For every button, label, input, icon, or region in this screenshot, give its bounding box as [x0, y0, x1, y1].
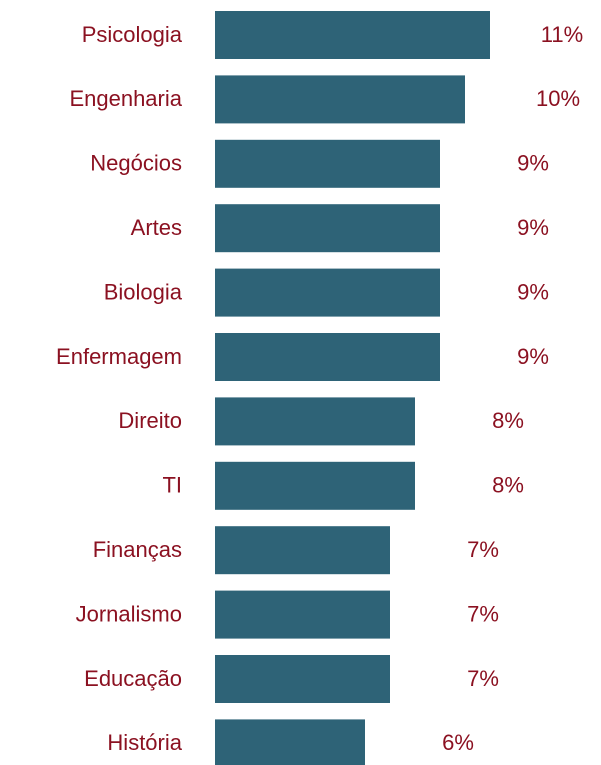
- bar: [215, 719, 365, 765]
- category-label: TI: [162, 473, 182, 498]
- category-label: Finanças: [93, 537, 182, 562]
- value-label: 7%: [467, 601, 499, 626]
- value-label: 7%: [467, 537, 499, 562]
- value-label: 11%: [541, 22, 583, 47]
- bar: [215, 333, 440, 381]
- category-label: Negócios: [90, 151, 182, 176]
- value-label: 6%: [442, 730, 474, 755]
- value-label: 8%: [492, 408, 524, 433]
- category-label: Artes: [131, 215, 182, 240]
- bar: [215, 75, 465, 124]
- category-label: Direito: [118, 408, 182, 433]
- bar: [215, 526, 390, 575]
- bar: [215, 655, 390, 703]
- bar: [215, 204, 440, 253]
- category-label: Jornalismo: [76, 601, 182, 626]
- bar: [215, 268, 440, 317]
- value-label: 9%: [517, 279, 549, 304]
- category-label: Engenharia: [69, 86, 182, 111]
- value-label: 7%: [467, 666, 499, 691]
- value-label: 9%: [517, 344, 549, 369]
- bar: [215, 11, 490, 59]
- value-label: 10%: [536, 86, 580, 111]
- bar: [215, 397, 415, 446]
- value-label: 9%: [517, 215, 549, 240]
- bar: [215, 461, 415, 510]
- category-label: História: [107, 730, 182, 755]
- category-label: Psicologia: [82, 22, 183, 47]
- category-label: Biologia: [104, 279, 183, 304]
- value-label: 8%: [492, 473, 524, 498]
- bar: [215, 590, 390, 639]
- bar: [215, 139, 440, 188]
- value-label: 9%: [517, 151, 549, 176]
- category-label: Enfermagem: [56, 344, 182, 369]
- category-label: Educação: [84, 666, 182, 691]
